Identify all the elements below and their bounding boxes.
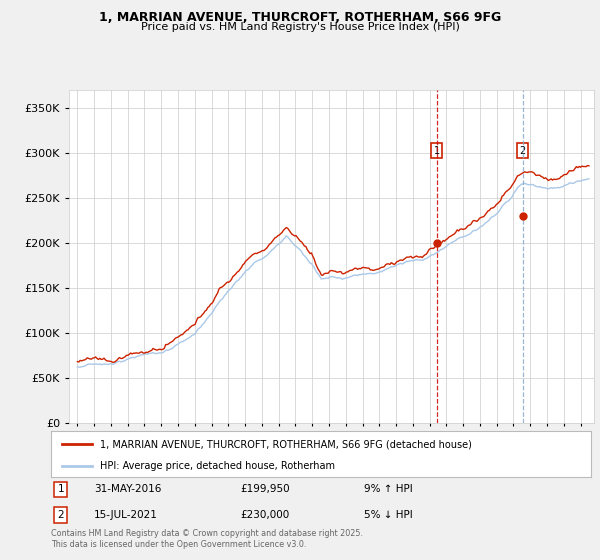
Text: 31-MAY-2016: 31-MAY-2016: [94, 484, 161, 494]
Text: 15-JUL-2021: 15-JUL-2021: [94, 510, 158, 520]
Text: 9% ↑ HPI: 9% ↑ HPI: [364, 484, 413, 494]
Text: £230,000: £230,000: [240, 510, 289, 520]
Text: Contains HM Land Registry data © Crown copyright and database right 2025.
This d: Contains HM Land Registry data © Crown c…: [51, 529, 363, 549]
Text: 1, MARRIAN AVENUE, THURCROFT, ROTHERHAM, S66 9FG: 1, MARRIAN AVENUE, THURCROFT, ROTHERHAM,…: [99, 11, 501, 24]
Text: 2: 2: [520, 146, 526, 156]
Text: 1, MARRIAN AVENUE, THURCROFT, ROTHERHAM, S66 9FG (detached house): 1, MARRIAN AVENUE, THURCROFT, ROTHERHAM,…: [100, 439, 472, 449]
Text: 1: 1: [58, 484, 64, 494]
Text: Price paid vs. HM Land Registry's House Price Index (HPI): Price paid vs. HM Land Registry's House …: [140, 22, 460, 32]
Text: 1: 1: [434, 146, 440, 156]
Text: 5% ↓ HPI: 5% ↓ HPI: [364, 510, 413, 520]
Text: £199,950: £199,950: [240, 484, 290, 494]
Text: 2: 2: [58, 510, 64, 520]
Text: HPI: Average price, detached house, Rotherham: HPI: Average price, detached house, Roth…: [100, 461, 335, 471]
